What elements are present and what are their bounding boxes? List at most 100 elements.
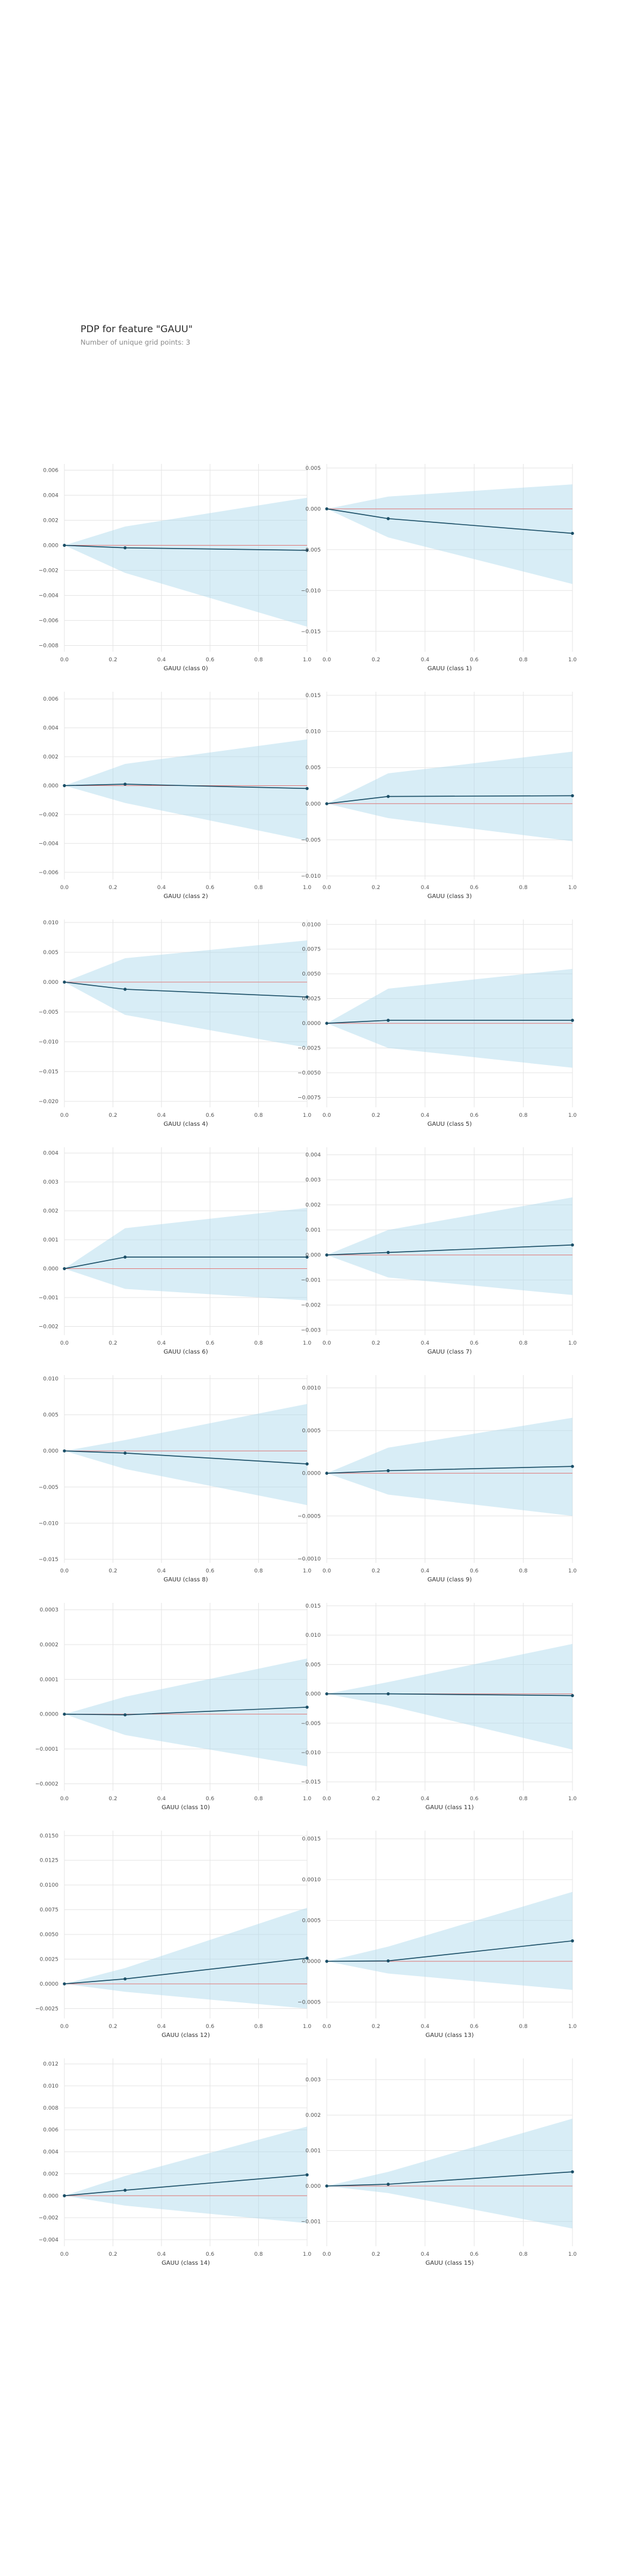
x-tick-label: 0.2 [371,1113,380,1119]
x-tick-label: 1.0 [303,2252,312,2258]
x-tick-label: 0.8 [519,2024,528,2030]
pdp-point [325,1472,329,1475]
y-tick-label: 0.0005 [302,1918,321,1924]
y-tick-label: 0.003 [305,1178,321,1184]
y-tick-label: 0.0005 [302,1428,321,1434]
y-tick-label: 0.0000 [40,1712,59,1718]
y-tick-label: 0.001 [305,2148,321,2154]
pdp-point [63,1982,66,1986]
y-tick-label: 0.0075 [302,947,321,953]
x-tick-label: 0.6 [206,1113,215,1119]
confidence-band [327,1417,572,1516]
y-tick-label: 0.001 [43,1237,58,1243]
pdp-point [123,987,127,991]
page-title: PDP for feature "GAUU" [80,323,193,335]
x-tick-label: 0.0 [323,885,332,891]
x-tick-label: 0.8 [254,1113,263,1119]
y-tick-label: −0.0025 [298,1046,321,1052]
x-tick-label: 1.0 [568,1340,577,1346]
pdp-point [63,1713,66,1716]
y-tick-label: −0.0002 [35,1781,58,1787]
y-tick-label: 0.0000 [40,1981,59,1987]
y-tick-label: −0.005 [39,1485,58,1491]
x-tick-label: 0.2 [371,885,380,891]
x-tick-label: 0.0 [323,1340,332,1346]
y-tick-label: −0.0050 [298,1070,321,1076]
x-tick-label: 1.0 [568,885,577,891]
x-tick-label: 0.2 [109,1796,117,1802]
y-tick-label: −0.001 [301,1278,321,1284]
pdp-point [571,1465,574,1468]
pdp-point [123,1977,127,1981]
y-tick-label: −0.002 [39,812,58,818]
pdp-point [386,795,390,798]
y-tick-label: 0.000 [43,1267,58,1272]
x-tick-label: 1.0 [303,1340,312,1346]
confidence-band [64,2126,307,2224]
x-tick-label: 0.2 [109,1113,117,1119]
confidence-band [327,1891,572,1990]
x-axis-label: GAUU (class 12) [162,2032,210,2039]
confidence-band [64,1208,307,1301]
pdp-point [386,1469,390,1472]
pdp-point [305,995,309,999]
y-tick-label: 0.000 [43,543,58,549]
x-axis-label: GAUU (class 5) [428,1121,472,1128]
pdp-point [63,1449,66,1453]
x-tick-label: 0.4 [421,2252,430,2258]
y-tick-label: 0.003 [305,2077,321,2083]
y-tick-label: −0.001 [301,2219,321,2225]
subplot-class-1: 0.0 0.2 0.4 0.6 0.8 1.0 0.005 0.000 −0.005 −0.010… [301,464,577,672]
x-tick-label: 0.2 [371,2024,380,2030]
confidence-band [64,739,307,841]
y-tick-label: 0.000 [305,1692,321,1698]
pdp-point [305,1255,309,1259]
y-tick-label: 0.0010 [302,1877,321,1883]
y-tick-label: −0.001 [39,1295,58,1301]
y-tick-label: 0.002 [43,2171,58,2177]
pdp-point [325,2184,329,2188]
pdp-point [305,2173,309,2176]
y-tick-label: −0.0005 [298,2000,321,2006]
y-tick-label: 0.0000 [302,1471,321,1477]
y-tick-label: 0.000 [43,784,58,789]
y-tick-label: 0.000 [43,1448,58,1454]
y-tick-label: −0.010 [301,874,321,880]
pdp-point [305,1956,309,1960]
y-tick-label: 0.006 [43,2128,58,2134]
y-tick-label: −0.004 [39,593,59,599]
y-tick-label: −0.0075 [298,1095,321,1101]
y-tick-label: 0.002 [43,1209,58,1215]
y-tick-label: 0.004 [43,2150,58,2156]
confidence-band [327,968,572,1068]
subplot-class-7: 0.0 0.2 0.4 0.6 0.8 1.0 0.004 0.003 0.002 0.001 0.… [301,1147,577,1355]
y-tick-label: 0.002 [43,518,58,524]
x-tick-label: 1.0 [568,1568,577,1574]
pdp-point [325,1253,329,1257]
y-tick-label: −0.003 [301,1328,321,1334]
y-tick-label: 0.002 [43,754,58,760]
y-tick-label: 0.005 [305,466,321,472]
y-tick-label: 0.0100 [302,922,321,928]
x-axis-label: GAUU (class 6) [163,1349,208,1355]
subplot-class-14: 0.0 0.2 0.4 0.6 0.8 1.0 0.012 0.010 0.008 0.006 0.… [39,2058,312,2267]
x-tick-label: 0.2 [109,885,117,891]
y-tick-label: −0.010 [39,1521,59,1527]
x-tick-label: 0.0 [60,885,69,891]
pdp-point [325,802,329,806]
y-tick-label: 0.005 [305,765,321,771]
x-tick-label: 0.6 [206,885,215,891]
x-tick-label: 0.2 [109,657,117,663]
x-tick-label: 0.8 [519,2252,528,2258]
x-tick-label: 0.4 [421,2024,430,2030]
y-tick-label: 0.010 [43,920,58,926]
x-tick-label: 0.8 [254,2024,263,2030]
pdp-point [123,1255,127,1259]
confidence-band [327,1197,572,1295]
subplot-class-4: 0.0 0.2 0.4 0.6 0.8 1.0 0.010 0.005 0.000 −0.005 −… [39,919,311,1128]
y-tick-label: −0.0005 [298,1513,321,1519]
x-tick-label: 1.0 [303,657,312,663]
confidence-band [64,1908,307,2009]
y-tick-label: −0.004 [39,841,59,847]
